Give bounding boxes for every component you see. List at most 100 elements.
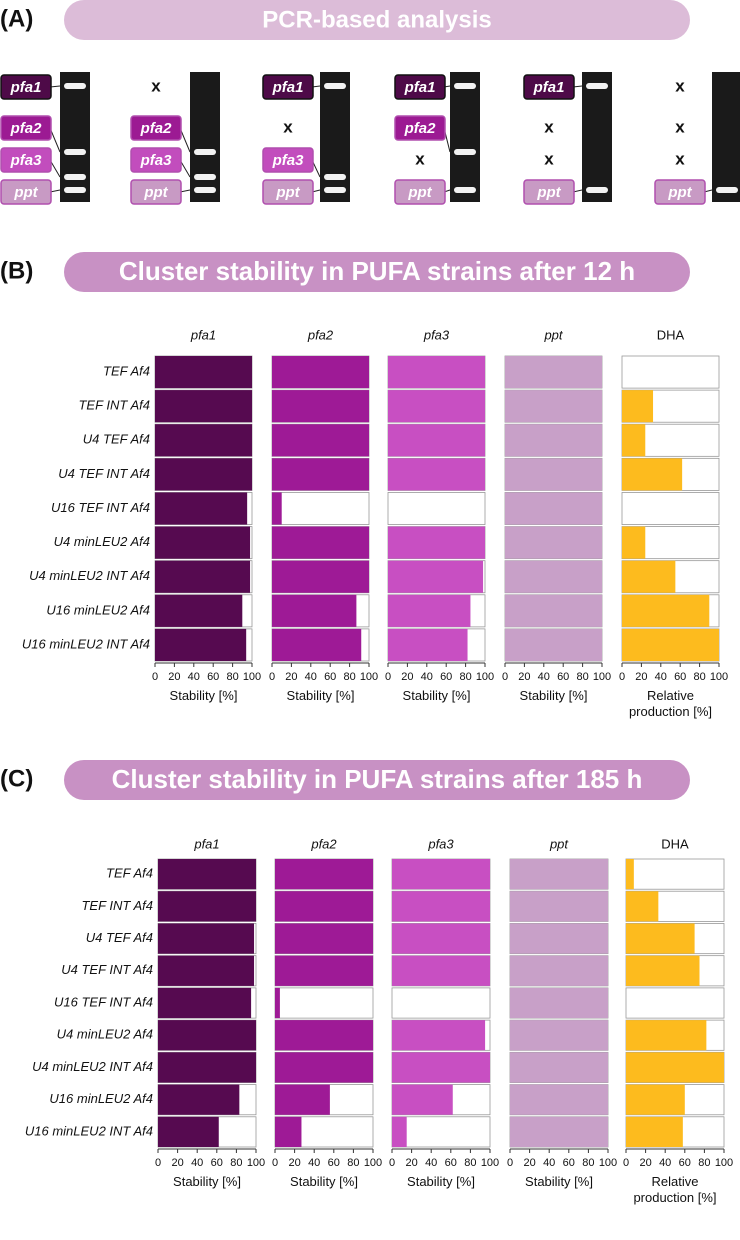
x-tick-label: 80 (226, 671, 238, 683)
category-label: U4 minLEU2 INT Af4 (32, 1059, 153, 1074)
bar (158, 987, 252, 1019)
bar (275, 859, 373, 890)
x-tick-label: 60 (324, 671, 336, 683)
panel-label: (C) (0, 765, 33, 792)
bar (275, 987, 280, 1019)
x-tick-label: 80 (464, 1157, 476, 1169)
bar (155, 390, 252, 423)
gel-band (64, 149, 86, 155)
gene-box (0, 115, 52, 141)
gene-box (523, 179, 575, 205)
category-label: U4 TEF Af4 (83, 432, 150, 447)
gene-label: ppt (536, 184, 561, 201)
subplot-title: ppt (543, 327, 563, 342)
bar (158, 859, 256, 890)
bar (158, 955, 255, 986)
absent-mark: x (151, 76, 161, 95)
x-tick-label: 60 (679, 1157, 691, 1169)
gel (450, 72, 480, 202)
gel (582, 72, 612, 202)
bar (622, 424, 646, 457)
bar (272, 424, 369, 457)
bar (272, 458, 369, 491)
x-tick-label: 80 (459, 671, 471, 683)
x-axis-label: Stability [%] (290, 1174, 358, 1189)
gel (60, 72, 90, 202)
x-axis-label: Stability [%] (402, 688, 471, 703)
bar (158, 1084, 240, 1115)
bar (155, 594, 243, 627)
x-tick-label: 40 (191, 1157, 203, 1169)
row-frame (271, 492, 370, 525)
bar (626, 1084, 685, 1115)
x-axis-label: Stability [%] (169, 688, 238, 703)
gene-label: pfa1 (272, 79, 304, 96)
gel-band (64, 174, 86, 180)
absent-mark: x (283, 117, 293, 136)
bar (158, 1052, 256, 1083)
gel (320, 72, 350, 202)
category-label: U16 minLEU2 INT Af4 (25, 1123, 153, 1138)
x-tick-label: 0 (389, 1157, 395, 1169)
x-tick-label: 20 (171, 1157, 183, 1169)
category-label: TEF INT Af4 (81, 898, 153, 913)
bar (622, 594, 710, 627)
row-frame (625, 987, 725, 1019)
gel-band (716, 187, 738, 193)
x-tick-label: 60 (563, 1157, 575, 1169)
category-label: U4 minLEU2 Af4 (57, 1027, 153, 1042)
bar (155, 424, 252, 457)
x-tick-label: 60 (445, 1157, 457, 1169)
bar (626, 1116, 683, 1147)
gene-label: ppt (13, 184, 38, 201)
bar (392, 1084, 453, 1115)
gene-label: ppt (275, 184, 300, 201)
x-axis-label: Stability [%] (286, 688, 355, 703)
x-tick-label: 80 (698, 1157, 710, 1169)
bar (155, 356, 252, 389)
gene-box (262, 179, 314, 205)
bar (388, 424, 485, 457)
x-tick-label: 60 (440, 671, 452, 683)
x-tick-label: 20 (635, 671, 647, 683)
x-tick-label: 80 (230, 1157, 242, 1169)
category-label: U16 minLEU2 Af4 (49, 1091, 153, 1106)
x-tick-label: 40 (421, 671, 433, 683)
absent-mark: x (544, 149, 554, 168)
bar (272, 526, 369, 559)
bar (158, 1116, 219, 1147)
gene-box (0, 74, 52, 100)
x-axis-label: Stability [%] (407, 1174, 475, 1189)
category-label: TEF INT Af4 (78, 398, 150, 413)
bar (275, 891, 373, 922)
bar (622, 526, 646, 559)
bar (505, 356, 602, 389)
gene-label: pfa2 (140, 120, 173, 137)
x-tick-label: 40 (543, 1157, 555, 1169)
bar (392, 1052, 490, 1083)
bar (626, 923, 695, 954)
x-tick-label: 0 (619, 671, 625, 683)
gel-band (324, 83, 346, 89)
bar (505, 390, 602, 423)
bar (510, 859, 608, 890)
gel-band (194, 149, 216, 155)
x-tick-label: 100 (710, 671, 728, 683)
x-tick-label: 0 (623, 1157, 629, 1169)
bar (510, 955, 608, 986)
x-tick-label: 100 (599, 1157, 617, 1169)
x-tick-label: 0 (272, 1157, 278, 1169)
x-tick-label: 20 (639, 1157, 651, 1169)
gel-band (586, 83, 608, 89)
gel-band (454, 83, 476, 89)
x-tick-label: 40 (188, 671, 200, 683)
subplot-title: ppt (549, 836, 569, 851)
gene-box (654, 179, 706, 205)
subplot-title: pfa2 (307, 327, 334, 342)
x-tick-label: 100 (481, 1157, 499, 1169)
bar (275, 955, 373, 986)
x-tick-label: 60 (674, 671, 686, 683)
gel-band (194, 174, 216, 180)
x-tick-label: 0 (507, 1157, 513, 1169)
